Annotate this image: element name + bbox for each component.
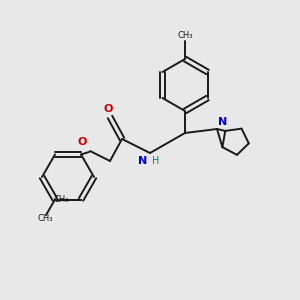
Text: H: H (152, 156, 159, 166)
Text: CH₃: CH₃ (177, 31, 193, 40)
Text: N: N (218, 117, 227, 127)
Text: CH₃: CH₃ (37, 214, 53, 223)
Text: O: O (78, 137, 87, 147)
Text: CH₃: CH₃ (53, 195, 69, 204)
Text: N: N (138, 156, 147, 166)
Text: O: O (103, 104, 113, 114)
